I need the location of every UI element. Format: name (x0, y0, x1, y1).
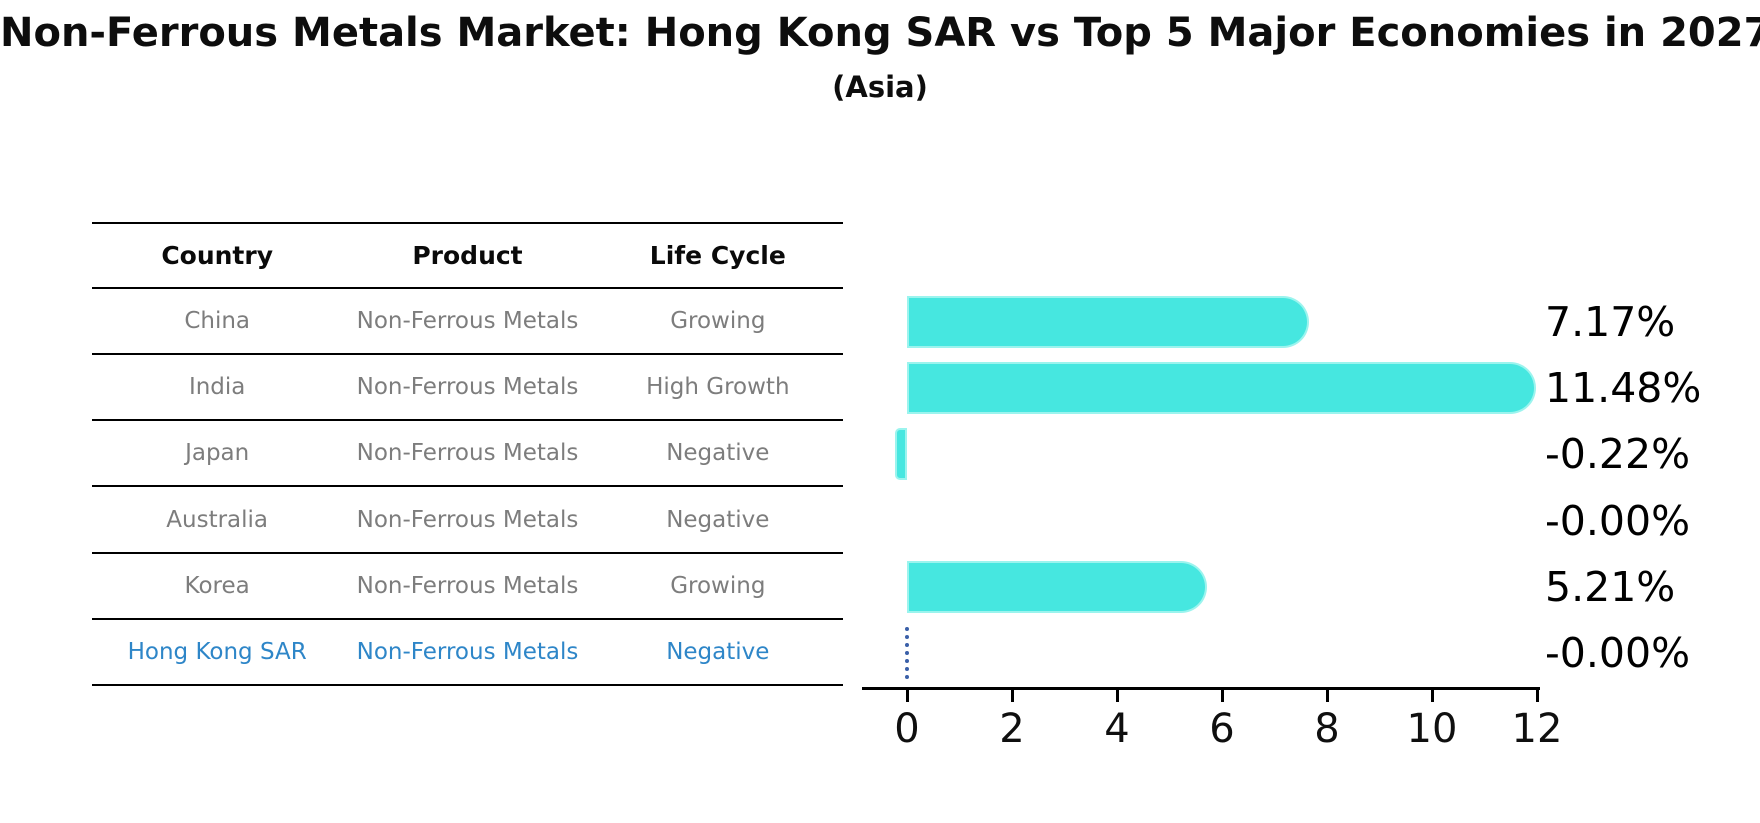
cell-life-cycle: High Growth (646, 374, 790, 401)
chart-subtitle: (Asia) (832, 70, 928, 104)
country-table: Country Product Life Cycle China Non-Ferrous… (92, 222, 843, 686)
x-axis-tick (1535, 690, 1539, 702)
cell-life-cycle: Negative (666, 440, 770, 467)
table-row-china: China Non-Ferrous Metals Growing (92, 289, 843, 356)
cell-life-cycle: Negative (666, 506, 770, 533)
x-axis-tick (1010, 690, 1014, 702)
bar-india (907, 362, 1536, 415)
value-label-japan: -0.22% (1545, 430, 1691, 479)
x-axis-tick-label: 0 (894, 706, 920, 752)
cell-product: Non-Ferrous Metals (356, 440, 579, 467)
value-label-korea: 5.21% (1545, 562, 1676, 611)
x-axis-tick-label: 4 (1104, 706, 1130, 752)
cell-country: Japan (185, 440, 250, 467)
bar-china (907, 296, 1310, 348)
value-label-australia: -0.00% (1545, 496, 1691, 545)
x-axis-tick (905, 690, 909, 702)
cell-product: Non-Ferrous Metals (356, 374, 579, 401)
cell-country: China (184, 308, 251, 335)
table-row-australia: Australia Non-Ferrous Metals Negative (92, 487, 843, 554)
value-label-hong-kong-sar: -0.00% (1545, 628, 1691, 677)
cell-country: India (188, 374, 246, 401)
table-header-cell-product: Product (412, 241, 523, 270)
x-axis-tick (1115, 690, 1119, 702)
table-row-japan: Japan Non-Ferrous Metals Negative (92, 421, 843, 488)
table-row-hong-kong-sar: Hong Kong SAR Non-Ferrous Metals Negative (92, 620, 843, 686)
bar-japan (895, 428, 907, 481)
value-label-india: 11.48% (1545, 364, 1702, 413)
x-axis-tick-label: 10 (1406, 706, 1458, 752)
x-axis-tick-label: 12 (1511, 706, 1563, 752)
x-axis-tick (1430, 690, 1434, 702)
cell-life-cycle: Growing (670, 308, 766, 335)
table-header-cell-life-cycle: Life Cycle (649, 241, 786, 270)
cell-life-cycle: Growing (670, 572, 766, 599)
cell-product: Non-Ferrous Metals (356, 572, 579, 599)
highlight-zero-line (905, 626, 909, 679)
x-axis-tick-label: 8 (1314, 706, 1340, 752)
bar-korea (907, 560, 1207, 613)
cell-country: Australia (166, 506, 269, 533)
x-axis-tick-label: 2 (999, 706, 1025, 752)
table-header-cell-country: Country (161, 241, 274, 270)
table-row-korea: Korea Non-Ferrous Metals Growing (92, 554, 843, 620)
x-axis-tick (1220, 690, 1224, 702)
cell-country: Korea (184, 572, 250, 599)
table-header-row: Country Product Life Cycle (92, 222, 843, 289)
x-axis-line (862, 687, 1540, 690)
cell-product: Non-Ferrous Metals (356, 308, 579, 335)
table-row-india: India Non-Ferrous Metals High Growth (92, 355, 843, 422)
x-axis-tick-label: 6 (1209, 706, 1235, 752)
chart-title: Non-Ferrous Metals Market: Hong Kong SAR… (0, 10, 1760, 56)
value-label-china: 7.17% (1545, 298, 1676, 346)
cell-country: Hong Kong SAR (127, 638, 307, 665)
cell-life-cycle: Negative (666, 638, 770, 665)
cell-product: Non-Ferrous Metals (356, 506, 579, 533)
cell-product: Non-Ferrous Metals (356, 638, 579, 665)
x-axis-tick (1325, 690, 1329, 702)
